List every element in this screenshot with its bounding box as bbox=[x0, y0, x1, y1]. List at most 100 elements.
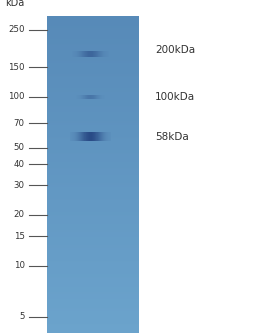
Bar bbox=[96, 133, 97, 141]
Bar bbox=[73, 133, 74, 141]
Bar bbox=[47, 132, 139, 133]
Bar bbox=[88, 95, 89, 99]
Bar bbox=[47, 291, 139, 292]
Bar bbox=[47, 234, 139, 235]
Bar bbox=[47, 29, 139, 30]
Bar bbox=[47, 33, 139, 34]
Bar bbox=[47, 40, 139, 41]
Bar bbox=[98, 133, 99, 141]
Bar bbox=[88, 51, 89, 57]
Bar bbox=[79, 133, 80, 141]
Bar bbox=[47, 150, 139, 151]
Bar bbox=[47, 223, 139, 224]
Bar bbox=[47, 109, 139, 110]
Bar bbox=[47, 43, 139, 44]
Bar bbox=[47, 148, 139, 150]
Bar bbox=[47, 58, 139, 59]
Bar bbox=[47, 144, 139, 145]
Bar bbox=[47, 131, 139, 132]
Bar bbox=[93, 133, 94, 141]
Bar bbox=[47, 297, 139, 298]
Bar bbox=[47, 298, 139, 299]
Bar bbox=[47, 125, 139, 126]
Bar bbox=[47, 242, 139, 243]
Bar bbox=[47, 257, 139, 258]
Bar bbox=[47, 70, 139, 71]
Bar bbox=[47, 68, 139, 69]
Bar bbox=[47, 246, 139, 247]
Bar bbox=[47, 52, 139, 53]
Bar bbox=[47, 100, 139, 101]
Bar bbox=[95, 95, 96, 99]
Bar bbox=[47, 137, 139, 138]
Bar bbox=[47, 299, 139, 300]
Bar bbox=[47, 255, 139, 256]
Bar bbox=[47, 117, 139, 118]
Bar bbox=[82, 95, 83, 99]
Bar bbox=[47, 216, 139, 217]
Bar bbox=[47, 180, 139, 181]
Bar bbox=[47, 176, 139, 177]
Bar bbox=[99, 133, 100, 141]
Bar bbox=[47, 120, 139, 121]
Bar bbox=[47, 208, 139, 209]
Bar bbox=[47, 313, 139, 314]
Bar bbox=[96, 95, 97, 99]
Bar bbox=[47, 94, 139, 95]
Bar bbox=[104, 133, 105, 141]
Bar bbox=[47, 128, 139, 129]
Bar bbox=[78, 95, 79, 99]
Bar bbox=[107, 133, 108, 141]
Bar bbox=[47, 232, 139, 233]
Bar bbox=[81, 51, 82, 57]
Bar bbox=[47, 265, 139, 266]
Bar bbox=[47, 307, 139, 308]
Bar bbox=[47, 62, 139, 63]
Bar bbox=[47, 142, 139, 143]
Bar bbox=[90, 51, 91, 57]
Text: 10: 10 bbox=[14, 261, 25, 270]
Bar bbox=[47, 326, 139, 327]
Bar bbox=[91, 51, 92, 57]
Bar bbox=[47, 123, 139, 124]
Bar bbox=[47, 41, 139, 42]
Bar bbox=[47, 311, 139, 312]
Bar bbox=[47, 272, 139, 273]
Bar bbox=[102, 133, 103, 141]
Bar bbox=[47, 22, 139, 23]
Bar bbox=[47, 60, 139, 61]
Bar bbox=[47, 87, 139, 88]
Bar bbox=[84, 95, 85, 99]
Bar bbox=[100, 51, 101, 57]
Bar bbox=[47, 258, 139, 259]
Bar bbox=[74, 51, 75, 57]
Bar bbox=[86, 95, 87, 99]
Bar bbox=[47, 308, 139, 309]
Bar bbox=[47, 88, 139, 89]
Bar bbox=[47, 151, 139, 152]
Bar bbox=[100, 133, 101, 141]
Bar bbox=[47, 99, 139, 100]
Bar bbox=[47, 287, 139, 288]
Bar bbox=[47, 138, 139, 139]
Bar bbox=[47, 289, 139, 290]
Bar bbox=[47, 251, 139, 252]
Bar bbox=[47, 28, 139, 29]
Bar bbox=[98, 95, 99, 99]
Bar bbox=[47, 269, 139, 270]
Bar bbox=[47, 95, 139, 96]
Bar bbox=[47, 300, 139, 301]
Bar bbox=[88, 133, 89, 141]
Bar bbox=[47, 116, 139, 117]
Bar bbox=[47, 107, 139, 108]
Bar bbox=[47, 57, 139, 58]
Bar bbox=[47, 143, 139, 144]
Bar bbox=[103, 95, 104, 99]
Bar bbox=[47, 146, 139, 147]
Bar bbox=[47, 153, 139, 154]
Bar bbox=[47, 114, 139, 115]
Bar bbox=[47, 82, 139, 83]
Bar bbox=[47, 147, 139, 148]
Bar bbox=[47, 27, 139, 28]
Bar bbox=[47, 221, 139, 222]
